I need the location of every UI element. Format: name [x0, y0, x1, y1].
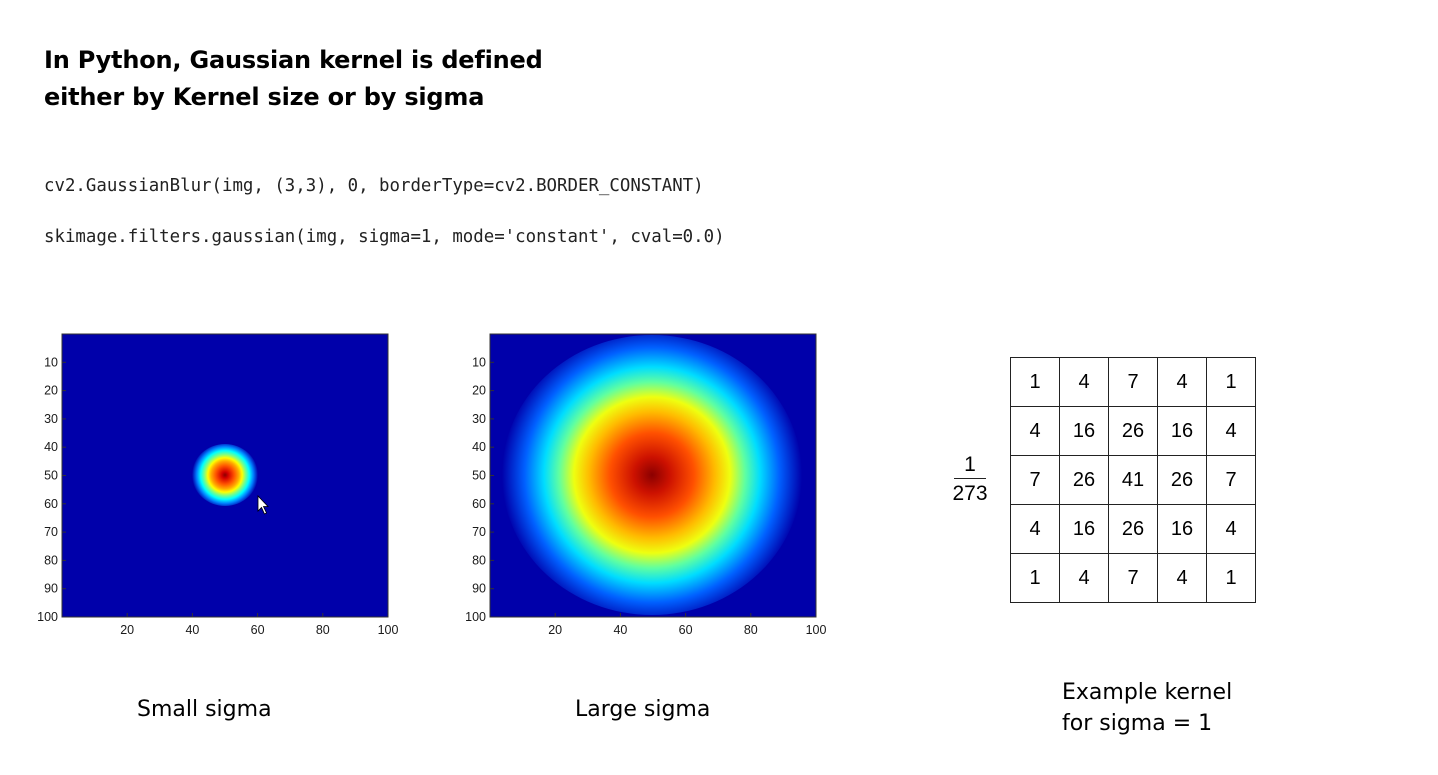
kernel-cell: 4: [1157, 357, 1207, 407]
x-ticks: 20 40 60 80 100: [120, 613, 398, 637]
y-tick-label: 70: [44, 525, 58, 539]
kernel-normalization-fraction: 1 273: [948, 452, 992, 509]
caption-large-sigma: Large sigma: [575, 697, 711, 722]
x-tick-label: 60: [679, 623, 693, 637]
code-line-skimage: skimage.filters.gaussian(img, sigma=1, m…: [44, 227, 725, 247]
title-line-1: In Python, Gaussian kernel is defined: [44, 46, 543, 74]
y-ticks: 10 20 30 40 50 60 70 80 90 100: [465, 355, 494, 624]
code-line-opencv: cv2.GaussianBlur(img, (3,3), 0, borderTy…: [44, 176, 704, 196]
kernel-row: 7 26 41 26 7: [1010, 455, 1256, 505]
y-tick-label: 100: [465, 610, 486, 624]
fraction-numerator: 1: [954, 452, 986, 479]
y-tick-label: 30: [44, 412, 58, 426]
y-ticks: 10 20 30 40 50 60 70 80 90 100: [37, 355, 66, 624]
title-line-2: either by Kernel size or by sigma: [44, 83, 485, 111]
kernel-row: 4 16 26 16 4: [1010, 406, 1256, 456]
kernel-cell: 4: [1157, 553, 1207, 603]
x-tick-label: 100: [806, 623, 827, 637]
mouse-cursor-icon: [257, 495, 269, 515]
kernel-cell: 4: [1010, 504, 1060, 554]
kernel-cell: 1: [1206, 357, 1256, 407]
kernel-cell: 16: [1157, 406, 1207, 456]
y-tick-label: 60: [44, 497, 58, 511]
kernel-cell: 7: [1010, 455, 1060, 505]
kernel-cell: 4: [1059, 357, 1109, 407]
x-tick-label: 20: [120, 623, 134, 637]
y-tick-label: 60: [472, 497, 486, 511]
kernel-row: 4 16 26 16 4: [1010, 504, 1256, 554]
kernel-cell: 4: [1206, 406, 1256, 456]
x-tick-label: 80: [316, 623, 330, 637]
kernel-cell: 16: [1059, 406, 1109, 456]
kernel-cell: 4: [1206, 504, 1256, 554]
fraction-denominator: 273: [952, 482, 988, 505]
x-tick-label: 20: [548, 623, 562, 637]
kernel-cell: 26: [1108, 406, 1158, 456]
kernel-cell: 26: [1157, 455, 1207, 505]
caption-kernel-line-2: for sigma = 1: [1062, 711, 1213, 736]
y-tick-label: 90: [472, 582, 486, 596]
gaussian-blob: [192, 444, 258, 506]
small-sigma-heatmap: 10 20 30 40 50 60 70 80 90 100 20 40 60 80 100: [37, 333, 398, 637]
y-tick-label: 80: [472, 553, 486, 567]
y-tick-label: 10: [44, 355, 58, 369]
x-tick-label: 60: [251, 623, 265, 637]
kernel-cell: 26: [1059, 455, 1109, 505]
y-tick-label: 20: [44, 384, 58, 398]
y-tick-label: 30: [472, 412, 486, 426]
kernel-matrix: 1 4 7 4 1 4 16 26 16 4 7 26 41 26 7 4 16 26 16 4 1 4 7 4 1: [1010, 357, 1256, 603]
kernel-cell: 16: [1157, 504, 1207, 554]
kernel-cell: 4: [1010, 406, 1060, 456]
kernel-cell: 26: [1108, 504, 1158, 554]
y-tick-label: 90: [44, 582, 58, 596]
x-ticks: 20 40 60 80 100: [548, 613, 826, 637]
kernel-cell: 16: [1059, 504, 1109, 554]
caption-small-sigma: Small sigma: [137, 697, 272, 722]
large-sigma-heatmap: 10 20 30 40 50 60 70 80 90 100 20 40 60 80 100: [465, 333, 826, 637]
y-tick-label: 50: [44, 469, 58, 483]
x-tick-label: 80: [744, 623, 758, 637]
y-tick-label: 80: [44, 553, 58, 567]
slide-title: In Python, Gaussian kernel is defined ei…: [44, 42, 543, 116]
y-tick-label: 50: [472, 469, 486, 483]
kernel-cell: 1: [1010, 553, 1060, 603]
y-tick-label: 40: [44, 440, 58, 454]
gaussian-blob: [502, 335, 802, 615]
kernel-cell: 4: [1059, 553, 1109, 603]
kernel-cell: 41: [1108, 455, 1158, 505]
x-tick-label: 40: [185, 623, 199, 637]
x-tick-label: 100: [378, 623, 399, 637]
y-tick-label: 100: [37, 610, 58, 624]
caption-kernel-line-1: Example kernel: [1062, 680, 1233, 705]
kernel-cell: 7: [1108, 553, 1158, 603]
caption-example-kernel: Example kernel for sigma = 1: [1062, 677, 1232, 739]
y-tick-label: 40: [472, 440, 486, 454]
kernel-cell: 7: [1206, 455, 1256, 505]
x-tick-label: 40: [613, 623, 627, 637]
kernel-cell: 1: [1206, 553, 1256, 603]
y-tick-label: 20: [472, 384, 486, 398]
kernel-cell: 1: [1010, 357, 1060, 407]
y-tick-label: 70: [472, 525, 486, 539]
y-tick-label: 10: [472, 355, 486, 369]
kernel-cell: 7: [1108, 357, 1158, 407]
